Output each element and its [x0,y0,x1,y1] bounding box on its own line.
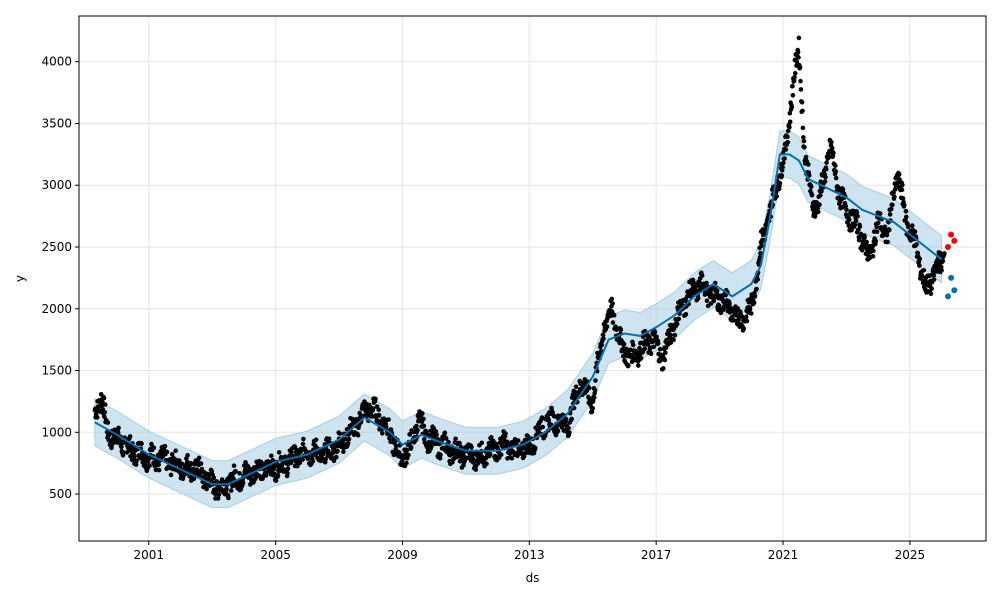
x-tick-label: 2005 [260,548,291,562]
x-tick-label: 2009 [387,548,418,562]
y-tick-label: 4000 [41,55,72,69]
projection-point [944,293,951,300]
projection-point [948,274,955,281]
forecast-line-path [94,153,943,486]
x-tick-label: 2025 [895,548,926,562]
recent-point [948,231,955,238]
recent-point [951,237,958,244]
forecast-line [94,153,943,486]
recent-markers [944,231,958,300]
y-tick-label: 1500 [41,364,72,378]
x-tick-label: 2021 [768,548,799,562]
x-tick-label: 2017 [641,548,672,562]
x-tick-label: 2013 [514,548,545,562]
x-axis-label: ds [526,571,540,585]
x-tick-label: 2001 [133,548,164,562]
y-tick-label: 2000 [41,302,72,316]
recent-point [944,244,951,250]
y-tick-label: 2500 [41,240,72,254]
projection-point [951,287,958,294]
axes: 2001 2005 2009 2013 2017 2021 2025 500 1000 1500 2… [41,15,987,562]
y-tick-label: 500 [49,487,72,501]
axes-frame [78,15,987,542]
y-tick-label: 3000 [41,178,72,192]
y-tick-label: 3500 [41,116,72,130]
y-axis-label: y [13,275,27,282]
y-tick-label: 1000 [41,425,72,439]
